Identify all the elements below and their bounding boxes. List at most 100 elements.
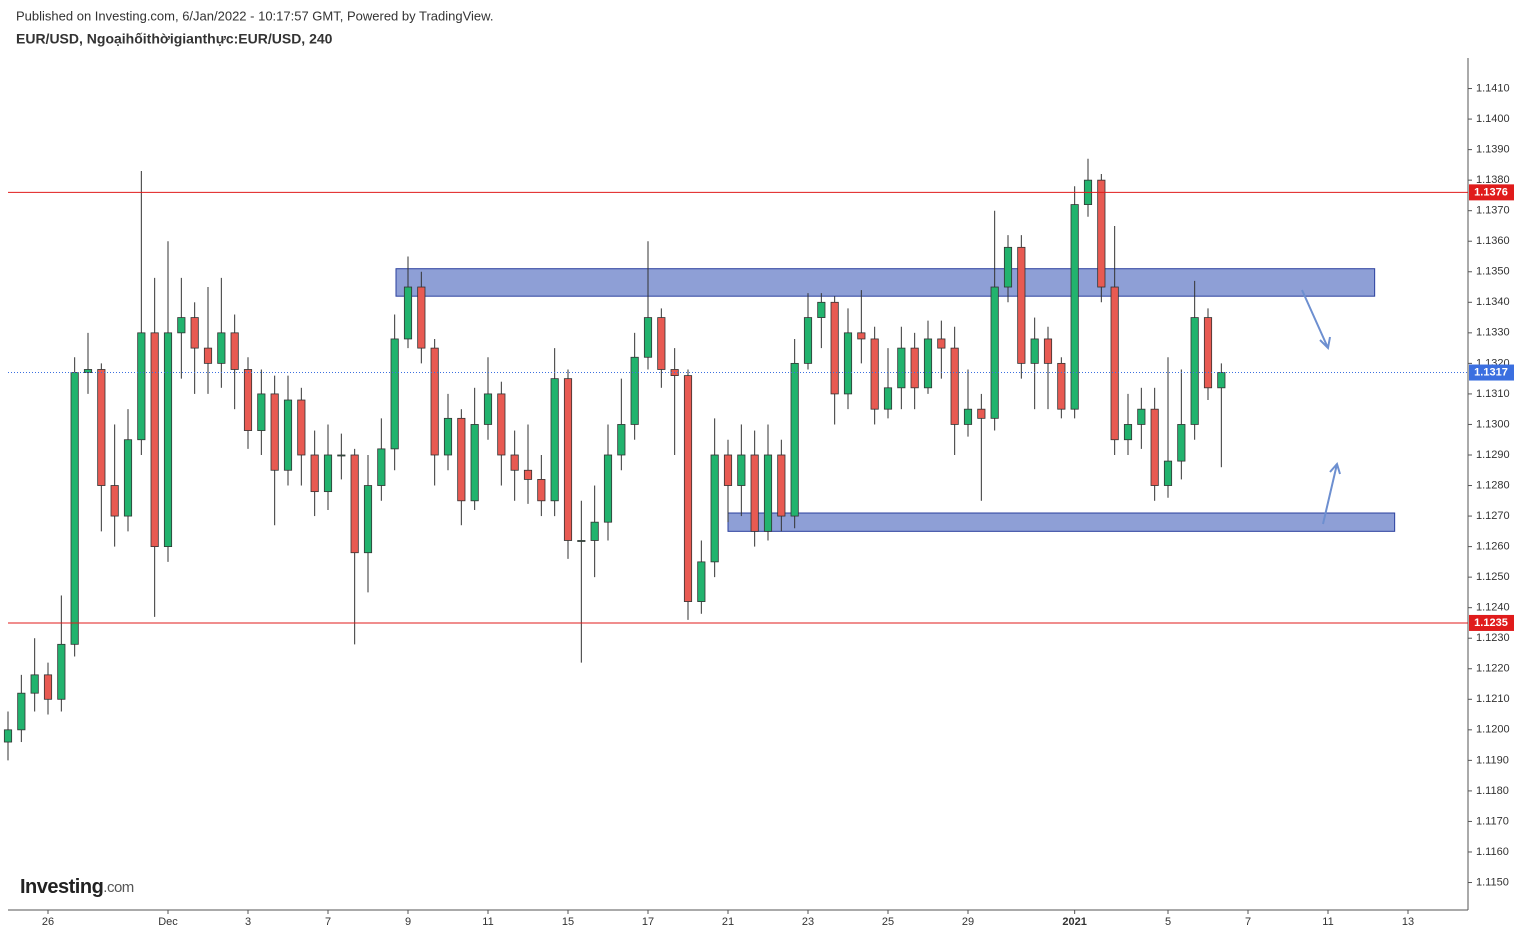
y-tick-label: 1.1370 <box>1476 205 1510 217</box>
candle-body <box>110 485 119 517</box>
candle-body <box>57 643 66 700</box>
y-tick-label: 1.1200 <box>1476 724 1510 736</box>
candle-body <box>737 454 746 486</box>
logo: Investing.com <box>20 876 134 898</box>
candle-body <box>97 369 106 486</box>
candle-body <box>603 454 613 523</box>
candle-body <box>1110 286 1119 441</box>
candle-body <box>83 369 93 373</box>
candle-body <box>163 332 173 548</box>
candle-body <box>937 338 946 349</box>
candle-body <box>1057 362 1066 410</box>
candle-body <box>857 332 866 340</box>
y-tick-label: 1.1270 <box>1476 510 1510 522</box>
candle-body <box>70 372 79 645</box>
candle-body <box>763 454 773 532</box>
y-tick-label: 1.1170 <box>1476 815 1509 827</box>
y-tick-label: 1.1250 <box>1476 571 1510 583</box>
candle-body <box>630 356 639 425</box>
chart-title: EUR/USD, Ngoạihốithờigianthực:EUR/USD, 2… <box>16 31 333 47</box>
x-tick-label: 13 <box>1402 916 1414 928</box>
x-tick-label: 29 <box>962 916 974 928</box>
x-tick-label: 7 <box>1245 916 1251 928</box>
y-tick-label: 1.1310 <box>1476 388 1510 400</box>
y-tick-label: 1.1260 <box>1476 541 1510 553</box>
candle-body <box>230 332 239 370</box>
y-tick-label: 1.1210 <box>1476 693 1510 705</box>
candle-body <box>1203 317 1213 389</box>
candle-body <box>470 424 479 502</box>
x-tick-label: 17 <box>642 916 654 928</box>
y-tick-label: 1.1230 <box>1476 632 1510 644</box>
candle-body <box>377 448 386 486</box>
y-tick-label: 1.1160 <box>1476 846 1509 858</box>
candle-body <box>1217 372 1226 389</box>
x-tick-label: 26 <box>42 916 54 928</box>
candle-body <box>283 399 293 471</box>
candle-body <box>310 454 319 493</box>
candle-body <box>963 408 973 425</box>
candle-body <box>1177 424 1186 462</box>
arrow-up <box>1322 461 1341 525</box>
candle-body <box>203 347 213 364</box>
price-label-bg <box>1469 364 1514 381</box>
candle-body <box>430 347 439 456</box>
x-tick-label: Dec <box>158 916 178 928</box>
candle-body <box>3 729 13 743</box>
candle-body <box>350 454 359 554</box>
y-tick-label: 1.1380 <box>1476 174 1510 186</box>
candle-body <box>497 393 506 456</box>
candle-body <box>577 540 586 542</box>
header: Published on Investing.com, 6/Jan/2022 -… <box>16 8 493 23</box>
zone <box>727 512 1396 532</box>
candle-body <box>17 692 26 731</box>
candle-body <box>523 469 533 480</box>
candle-body <box>923 338 933 389</box>
plot-area: 1.1150 1.1160 1.1170 1.1180 1.1190 1.1200 1.12… <box>3 58 1514 928</box>
y-tick-label: 1.1300 <box>1476 418 1510 430</box>
x-tick-label: 3 <box>245 916 251 928</box>
y-tick-label: 1.1290 <box>1476 449 1510 461</box>
candle-body <box>550 378 559 502</box>
candle-body <box>1017 246 1026 364</box>
candle-body <box>590 521 599 541</box>
candle-body <box>683 375 693 602</box>
candle-body <box>710 454 719 563</box>
candle-body <box>217 332 226 364</box>
x-tick-label: 2021 <box>1062 916 1086 928</box>
candle-body <box>817 301 826 318</box>
y-tick-label: 1.1340 <box>1476 296 1510 308</box>
y-tick-label: 1.1350 <box>1476 266 1510 278</box>
candle-body <box>750 454 759 532</box>
x-tick-label: 25 <box>882 916 894 928</box>
candle-body <box>990 286 999 419</box>
candle-body <box>950 347 959 425</box>
x-tick-label: 15 <box>562 916 574 928</box>
x-tick-label: 11 <box>1322 916 1333 928</box>
level-label: 1.1235 <box>1474 617 1508 629</box>
level-label: 1.1376 <box>1474 186 1508 198</box>
candle-body <box>1150 408 1159 486</box>
level-label-bg <box>1469 184 1514 201</box>
candle-body <box>617 424 626 456</box>
candle-body <box>443 417 453 456</box>
y-tick-label: 1.1220 <box>1476 663 1510 675</box>
candle-body <box>1190 317 1199 425</box>
candle-body <box>243 369 253 431</box>
x-tick-label: 7 <box>325 916 331 928</box>
candle-body <box>897 347 906 389</box>
candle-body <box>150 332 159 548</box>
candle-body <box>30 674 39 694</box>
candle-body <box>417 286 426 349</box>
candle-body <box>843 332 853 395</box>
candle-body <box>697 561 706 602</box>
x-tick-label: 11 <box>482 916 493 928</box>
candle-body <box>790 362 799 517</box>
x-tick-label: 23 <box>802 916 814 928</box>
candle-body <box>137 332 146 441</box>
logo-main: Investing <box>20 876 103 898</box>
candle-body <box>1097 179 1106 288</box>
candle-body <box>257 393 266 431</box>
candle-body <box>657 317 666 370</box>
candle-body <box>910 347 919 389</box>
